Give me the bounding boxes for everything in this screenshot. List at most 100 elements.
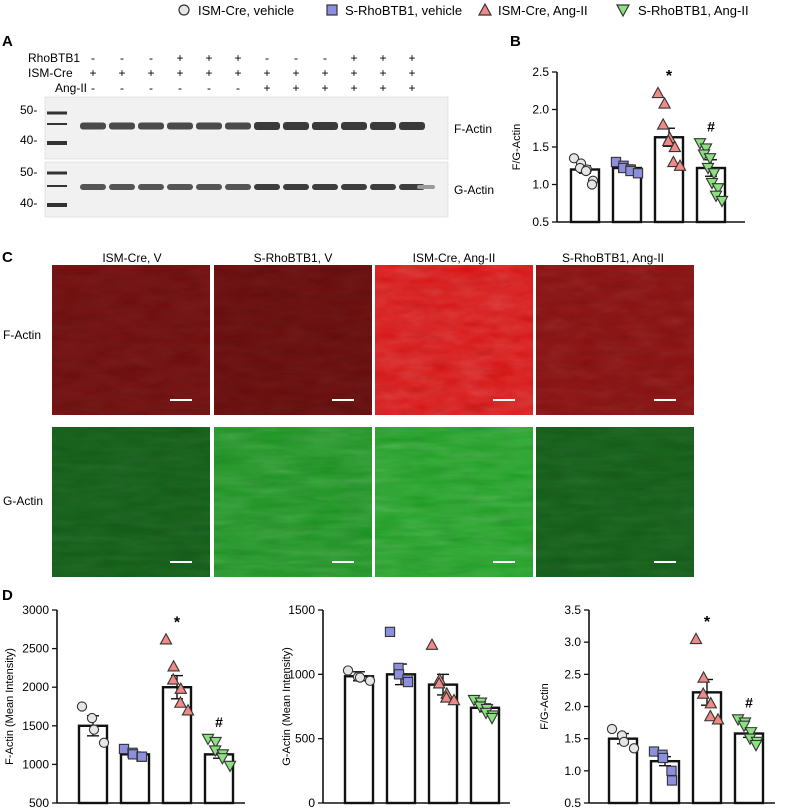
f-actin-band: [80, 122, 106, 130]
y-tick-label: 1000: [288, 667, 315, 681]
chart-d-g-actin-intensity: 0 500 1000 1500 G-Actin (Mean Intensity): [281, 603, 510, 808]
mw-marker-40-bottom: 40-: [20, 196, 37, 210]
data-point: [181, 703, 195, 716]
g-actin-band: [370, 184, 396, 190]
micrograph-images: [52, 265, 694, 577]
data-point: [673, 159, 687, 171]
western-blot-panel: RhoBTB1 ISM-Cre Ang-II - - - + + + - - - + + ++ + + + +…: [20, 51, 494, 218]
treatment-sign: -: [265, 51, 269, 65]
g-actin-band: [80, 184, 106, 190]
data-point: [707, 168, 721, 180]
f-actin-band: [167, 122, 193, 130]
panel-letter-b: B: [510, 33, 521, 50]
treatment-sign: +: [234, 66, 241, 80]
data-point: [696, 686, 710, 699]
blot-row-label-ism-cre: ISM-Cre: [28, 66, 73, 80]
legend-item-s-rhobtb1-ang-ii: S-RhoBTB1, Ang-II: [615, 3, 749, 18]
g-actin-highlight: [536, 427, 694, 577]
micrograph-row-label-f-actin: F-Actin: [3, 328, 41, 342]
treatment-sign: -: [120, 51, 124, 65]
treatment-sign: +: [176, 51, 183, 65]
data-point: [666, 765, 677, 776]
g-actin-highlight: [52, 427, 210, 577]
treatment-sign: +: [205, 51, 212, 65]
significance-marker: #: [215, 714, 223, 730]
f-actin-highlight: [375, 265, 533, 415]
data-point: [425, 637, 439, 650]
chart-d-fg-actin-ratio: 0.5 1.0 1.5 2.0 2.5 3.0 3.5 F/G-Actin * #: [539, 603, 775, 808]
data-point: [744, 727, 758, 739]
data-point: [159, 632, 173, 645]
data-point: [364, 675, 376, 686]
treatment-sign: +: [118, 66, 125, 80]
chart-d-f-actin-intensity: 500 1000 1500 2000 2500 3000 F-Actin (Mean Int…: [4, 603, 245, 808]
g-actin-band: [138, 184, 164, 190]
bar: [77, 724, 109, 805]
y-tick-label: 2.0: [564, 700, 581, 714]
legend: ISM-Cre, vehicle S-RhoBTB1, vehicle ISM-…: [178, 2, 749, 18]
data-point: [666, 155, 680, 168]
y-tick-label: 2.0: [532, 103, 549, 117]
data-point: [632, 168, 644, 179]
treatment-sign: +: [408, 51, 415, 65]
y-tick-label: 1.0: [532, 178, 549, 192]
data-point: [697, 670, 711, 683]
blot-row-label-rhobtb1: RhoBTB1: [28, 51, 80, 65]
data-point: [432, 676, 446, 689]
treatment-sign: -: [91, 81, 95, 95]
data-point: [167, 659, 181, 672]
treatment-sign: +: [379, 66, 386, 80]
treatment-sign: +: [176, 66, 183, 80]
data-point: [699, 143, 713, 156]
band-label-g-actin: G-Actin: [454, 183, 494, 197]
treatment-sign: +: [292, 66, 299, 80]
g-actin-band: [167, 184, 193, 190]
y-tick-label: 2.5: [564, 667, 581, 681]
f-actin-band: [312, 122, 338, 130]
treatment-sign: -: [323, 51, 327, 65]
ladder-band: [47, 185, 67, 187]
treatment-sign: +: [321, 66, 328, 80]
f-actin-highlight: [52, 265, 210, 415]
y-tick-label: 1500: [288, 603, 315, 617]
micrograph-col-title-3: ISM-Cre, Ang-II: [413, 251, 496, 265]
y-axis-label: F/G-Actin: [511, 124, 523, 170]
data-point: [393, 669, 405, 680]
data-point: [606, 723, 618, 735]
treatment-sign: +: [379, 81, 386, 95]
ladder-band: [47, 141, 67, 145]
data-point: [661, 134, 675, 147]
y-tick-label: 3.5: [564, 603, 581, 617]
data-point: [668, 140, 682, 153]
y-tick-label: 500: [29, 796, 49, 808]
significance-marker: #: [745, 694, 753, 710]
legend-triangle-down-marker: [615, 4, 631, 18]
legend-item-s-rhobtb1-vehicle: S-RhoBTB1, vehicle: [326, 3, 462, 18]
data-point: [215, 753, 229, 765]
f-actin-highlight: [536, 265, 694, 415]
significance-marker: *: [174, 614, 181, 631]
data-point: [715, 195, 729, 208]
bar: [343, 675, 375, 805]
y-tick-label: 2000: [22, 680, 49, 694]
data-point: [689, 632, 703, 645]
panel-letter-a: A: [2, 33, 13, 50]
f-actin-band: [225, 122, 251, 130]
mw-marker-40-top: 40-: [20, 133, 37, 147]
f-actin-highlight: [214, 265, 372, 415]
data-point: [166, 672, 180, 685]
data-point: [402, 676, 414, 688]
micrograph-panel: ISM-Cre, V S-RhoBTB1, V ISM-Cre, Ang-II …: [3, 251, 694, 577]
data-point: [658, 96, 672, 109]
blot-treatment-signs: - - - + + + - - - + + ++ + + + + + + + + + + +- - - - - - + + + + + +: [89, 51, 415, 95]
f-actin-band: [254, 122, 280, 130]
data-point: [354, 672, 366, 683]
significance-marker: *: [666, 68, 673, 85]
legend-triangle-up-marker: [477, 2, 493, 16]
data-point: [703, 153, 717, 165]
y-tick-label: 500: [295, 732, 315, 746]
legend-label: ISM-Cre, vehicle: [198, 3, 294, 18]
treatment-sign: +: [350, 81, 357, 95]
treatment-sign: +: [408, 66, 415, 80]
data-point: [127, 749, 139, 760]
